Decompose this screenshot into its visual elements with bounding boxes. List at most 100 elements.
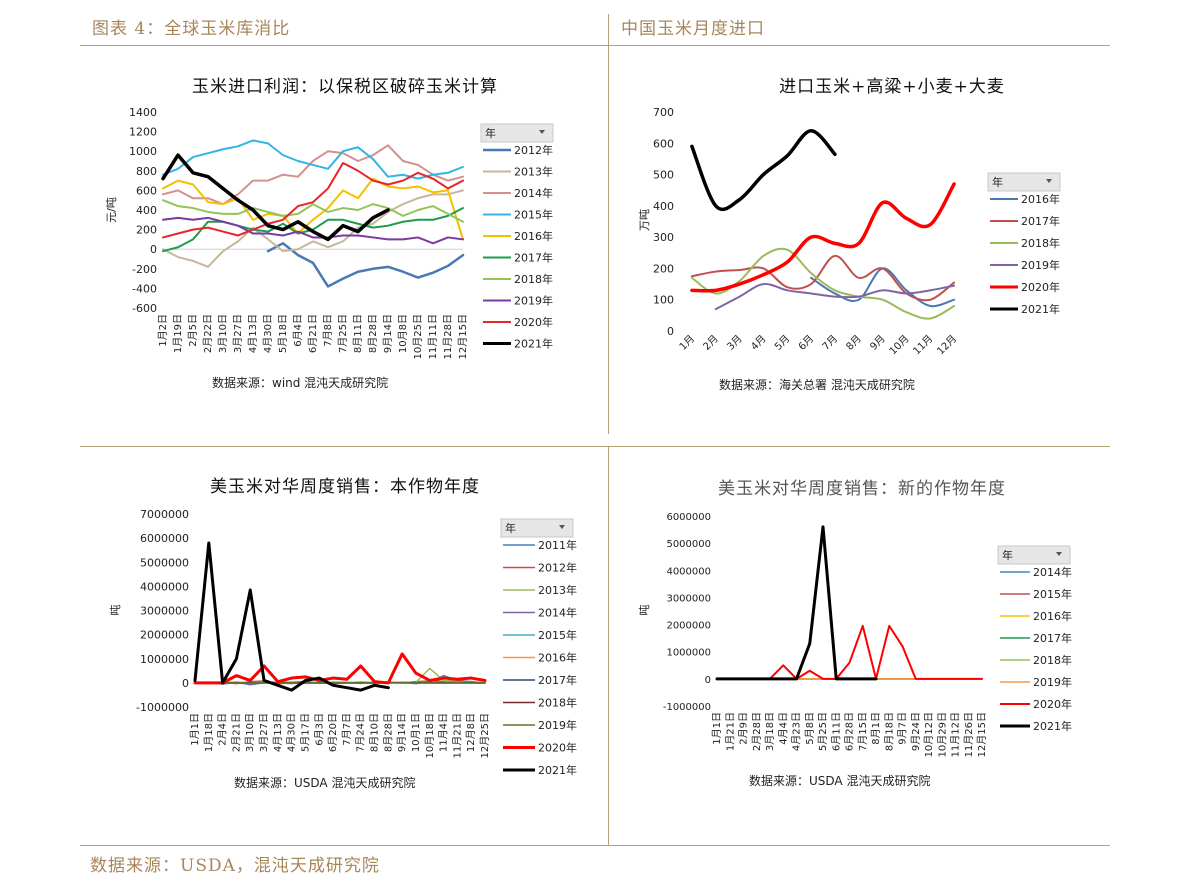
legend-label: 2021年 [1033, 719, 1072, 733]
y-tick-label: 1000000 [140, 653, 189, 666]
header-rule [80, 45, 1110, 46]
legend-label: 2014年 [1033, 565, 1072, 579]
chart-source: 数据来源：USDA 混沌天成研究院 [234, 776, 416, 790]
x-tick-label: 8月1日 [870, 712, 882, 745]
legend-label: 2015年 [514, 208, 553, 222]
x-tick-label: 11月12日 [950, 712, 962, 757]
x-tick-label: 11月28日 [442, 314, 454, 359]
y-tick-label: 200 [136, 224, 157, 237]
legend-label: 2019年 [1021, 258, 1060, 272]
x-tick-label: 6月4日 [292, 314, 304, 347]
legend-label: 2012年 [514, 143, 553, 157]
x-tick-label: 7月24日 [355, 713, 367, 752]
x-tick-label: 12月15日 [457, 314, 469, 359]
footer-rule [80, 845, 1110, 846]
x-tick-label: 5月25日 [817, 712, 829, 751]
legend-title: 年 [992, 175, 1003, 189]
x-tick-label: 9月7日 [897, 712, 909, 745]
y-tick-label: 600 [136, 184, 157, 197]
x-tick-label: 2月9日 [738, 712, 750, 745]
chart-panel-us-sales-current: 美玉米对华周度销售：本作物年度 7000000 6000000 5000000 400… [85, 462, 605, 842]
legend-label: 2019年 [538, 718, 577, 732]
y-tick-label: -200 [132, 263, 157, 276]
x-tick-label: 10月25日 [412, 314, 424, 359]
x-tick-label: 2月22日 [202, 314, 214, 353]
series-line [690, 182, 956, 293]
legend-label: 2021年 [1021, 302, 1060, 316]
x-tick-label: 1月19日 [172, 314, 184, 353]
x-tick-label: 1月2日 [157, 314, 169, 347]
x-tick-label: 6月3日 [313, 713, 325, 746]
x-tick-label: 12月8日 [465, 713, 477, 752]
legend-header [987, 172, 1061, 192]
legend-label: 2012年 [538, 561, 577, 575]
y-tick-label: 6000000 [666, 512, 711, 523]
series-line [162, 177, 464, 241]
center-divider-top [608, 14, 609, 434]
x-tick-label: 8月18日 [883, 712, 895, 751]
legend-label: 2016年 [538, 651, 577, 665]
legend-header [997, 545, 1071, 565]
filter-icon [559, 525, 565, 529]
legend-label: 2018年 [538, 696, 577, 710]
series-line [162, 144, 464, 206]
y-tick-label: 400 [653, 200, 674, 213]
x-tick-label: 6月 [796, 333, 816, 353]
filter-icon [1056, 552, 1062, 556]
legend-label: 2017年 [538, 673, 577, 687]
series-line [714, 282, 956, 311]
x-tick-label: 4月 [748, 333, 768, 353]
legend-header [500, 518, 574, 538]
x-tick-label: 3月27日 [258, 713, 270, 752]
legend-label: 2015年 [1033, 587, 1072, 601]
series-line [266, 242, 465, 288]
series-line [161, 153, 390, 242]
legend-label: 2020年 [1021, 280, 1060, 294]
legend-title: 年 [1002, 548, 1013, 562]
y-tick-label: 700 [653, 106, 674, 119]
y-tick-label: 3000000 [666, 593, 711, 604]
series-line [162, 139, 464, 180]
y-tick-label: -600 [132, 302, 157, 315]
y-tick-label: -1000000 [136, 701, 189, 714]
chart-title: 玉米进口利润：以保税区破碎玉米计算 [192, 77, 498, 97]
y-tick-label: 1000 [129, 145, 157, 158]
series-line [162, 216, 464, 245]
x-tick-label: 12月 [935, 333, 960, 358]
y-tick-label: 500 [653, 169, 674, 182]
y-axis-label: 元/吨 [105, 197, 118, 223]
series-line [162, 161, 464, 239]
legend-label: 2020年 [1033, 697, 1072, 711]
y-tick-label: 2000000 [666, 621, 711, 632]
y-tick-label: -400 [132, 282, 157, 295]
y-tick-label: 800 [136, 165, 157, 178]
chart-us-sales-current: 7000000 6000000 5000000 4000000 3000000 20000… [109, 508, 577, 777]
chart-source: 数据来源：海关总署 混沌天成研究院 [719, 378, 915, 392]
series-line [162, 199, 464, 223]
y-tick-label: 400 [136, 204, 157, 217]
legend-label: 2019年 [514, 294, 553, 308]
x-tick-label: 11月11日 [427, 314, 439, 359]
x-tick-label: 2月4日 [217, 713, 229, 746]
x-tick-label: 9月14日 [396, 713, 408, 752]
y-axis-label: 吨 [109, 605, 122, 616]
y-tick-label: 1000000 [666, 648, 711, 659]
legend-label: 2016年 [1021, 192, 1060, 206]
legend-label: 2020年 [538, 741, 577, 755]
series-line [715, 525, 878, 681]
legend-label: 2019年 [1033, 675, 1072, 689]
x-tick-label: 7月25日 [337, 314, 349, 353]
y-tick-label: 1400 [129, 106, 157, 119]
legend-label: 2018年 [1021, 236, 1060, 250]
x-tick-label: 11月21日 [451, 713, 463, 758]
x-tick-label: 8月28日 [367, 314, 379, 353]
x-tick-label: 7月7日 [341, 713, 353, 746]
x-tick-label: 10月8日 [397, 314, 409, 353]
series-line [193, 541, 390, 692]
legend-label: 2021年 [538, 763, 577, 777]
x-tick-label: 12月25日 [479, 713, 491, 758]
chart-source: 数据来源：wind 混沌天成研究院 [212, 376, 389, 390]
legend-label: 2014年 [514, 186, 553, 200]
y-tick-label: 4000000 [140, 580, 189, 593]
x-tick-label: 7月 [820, 333, 840, 353]
